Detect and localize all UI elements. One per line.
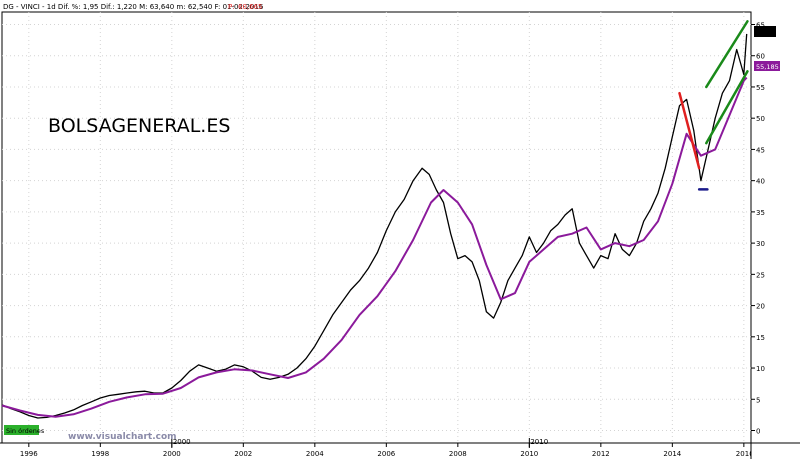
x-tick-label: 2002 [234,450,252,458]
price-label: P: [228,3,235,11]
y-tick-label: 20 [756,303,765,311]
y-tick-label: 40 [756,178,765,186]
y-tick-label: 30 [756,240,765,248]
trend-annotations [678,20,749,191]
plot-area [1,11,752,444]
channel-upper-line [705,20,749,89]
watermark: BOLSAGENERAL.ES [48,115,230,137]
y-tick-label: 35 [756,209,765,217]
series-lines [1,33,748,419]
x-tick-label: 2004 [306,450,324,458]
x-tick-label: 2010 [520,450,538,458]
last-price-tag [754,26,776,37]
price-line [1,33,748,419]
moving-average-tag [754,61,780,71]
year-separator-label: 2000 [173,438,191,446]
order-badge-label: Sin órdenes [6,427,45,435]
y-tick-label: 55 [756,84,765,92]
x-tick-label: 1998 [91,450,109,458]
y-tick-label: 5 [756,396,760,404]
y-tick-label: 65 [756,21,765,29]
y-axis-ticks: 0 5 10 15 20 25 30 35 40 45 50 55 60 65 [751,21,765,436]
x-tick-label: 2012 [592,450,610,458]
x-tick-label: 2000 [163,450,181,458]
y-tick-label: 50 [756,115,765,123]
x-axis-ticks: 1996 1998 2000 2002 2004 2006 2008 2010 2012 2014… [20,443,752,458]
x-tick-label: 2008 [449,450,467,458]
y-tick-label: 15 [756,334,765,342]
x-tick-label: 2006 [377,450,395,458]
downtrend-line [678,91,701,170]
moving_average-line [1,76,748,418]
price-value: 60,665 [238,3,263,11]
y-tick-label: 0 [756,428,760,436]
moving-average-tag-label: 55,185 [756,63,779,71]
y-tick-label: 45 [756,146,765,154]
x-tick-label: 201( [736,450,752,458]
x-tick-label: 2014 [663,450,681,458]
year-separator-label: 2010 [530,438,548,446]
channel-lower-line [705,70,749,145]
x-tick-label: 1996 [20,450,38,458]
order-badge [4,425,39,435]
y-tick-label: 10 [756,365,765,373]
footer-link[interactable]: www.visualchart.com [68,432,177,442]
chart-header: DG - VINCI - 1d Dif. %: 1,95 Dif.: 1,220… [3,3,264,11]
gridlines [2,12,751,443]
y-tick-label: 25 [756,271,765,279]
y-tick-label: 60 [756,53,765,61]
